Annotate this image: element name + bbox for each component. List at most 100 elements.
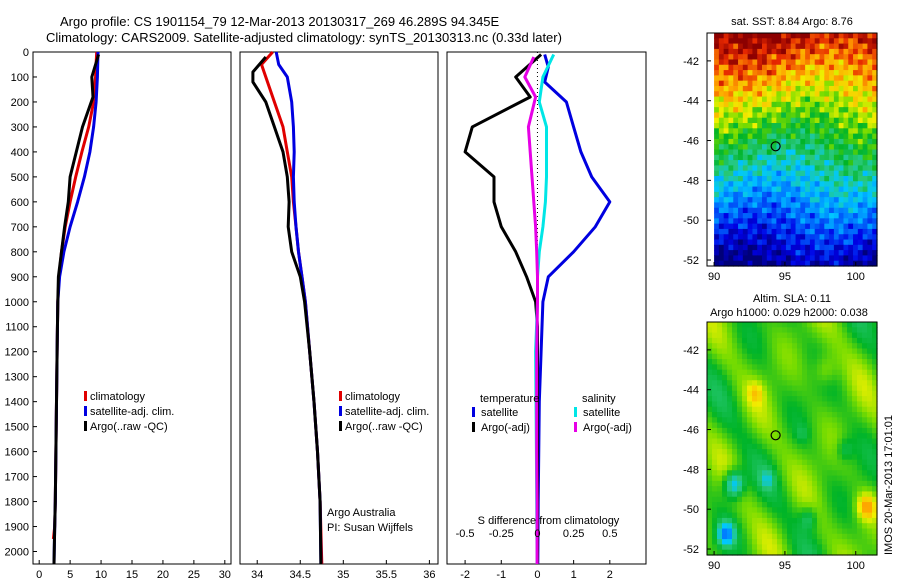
heatmap-cell: [814, 70, 821, 76]
heatmap-cell: [782, 343, 788, 350]
heatmap-cell: [843, 33, 849, 39]
heatmap-cell: [785, 202, 792, 209]
heatmap-cell: [802, 359, 808, 365]
heatmap-cell: [717, 385, 723, 392]
heatmap-cell: [805, 33, 811, 39]
heatmap-cell: [837, 322, 843, 328]
heatmap-cell: [742, 255, 749, 262]
heatmap-cell: [747, 369, 753, 376]
heatmap-cell: [792, 417, 798, 424]
heatmap-cell: [727, 528, 733, 535]
heatmap-cell: [837, 412, 843, 418]
heatmap-cell: [812, 417, 818, 424]
heatmap-cell: [752, 417, 758, 424]
heatmap-cell: [790, 160, 797, 166]
heatmap-cell: [843, 80, 849, 87]
heatmap-cell: [872, 64, 878, 71]
heatmap-cell: [862, 38, 869, 45]
heatmap-cell: [785, 213, 792, 219]
heatmap-cell: [832, 417, 838, 424]
heatmap-cell: [723, 112, 730, 119]
heatmap-cell: [812, 359, 818, 365]
heatmap-cell: [772, 528, 778, 535]
heatmap-cell: [867, 433, 873, 440]
heatmap-cell: [829, 191, 835, 198]
heatmap-cell: [707, 512, 713, 519]
heatmap-cell: [852, 427, 858, 434]
heatmap-cell: [847, 470, 853, 477]
heatmap-cell: [790, 186, 797, 193]
heatmap-cell: [797, 364, 803, 371]
heatmap-cell: [752, 480, 758, 487]
heatmap-cell: [809, 33, 816, 39]
heatmap-cell: [867, 149, 873, 156]
heatmap-cell: [723, 160, 730, 166]
heatmap-cell: [872, 390, 878, 397]
heatmap-cell: [732, 533, 738, 540]
watermark: IMOS 20-Mar-2013 17:01:01: [883, 415, 895, 555]
heatmap-cell: [747, 91, 754, 98]
heatmap-cell: [757, 138, 763, 145]
heatmap-cell: [792, 322, 798, 328]
heatmap-cell: [781, 218, 787, 225]
heatmap-cell: [809, 213, 816, 219]
heatmap-cell: [824, 244, 830, 251]
heatmap-cell: [867, 207, 873, 214]
heatmap-cell: [872, 549, 878, 556]
heatmap-cell: [722, 390, 728, 397]
heatmap-cell: [827, 544, 833, 551]
heatmap-cell: [817, 523, 823, 530]
heatmap-cell: [785, 191, 792, 198]
heatmap-cell: [832, 438, 838, 445]
heatmap-cell: [857, 33, 864, 39]
heatmap-cell: [867, 70, 873, 76]
heatmap-cell: [853, 181, 859, 188]
heatmap-cell: [776, 91, 782, 98]
heatmap-cell: [787, 443, 793, 450]
heatmap-cell: [757, 260, 763, 267]
heatmap-cell: [776, 96, 782, 103]
heatmap-cell: [847, 480, 853, 487]
heatmap-cell: [727, 322, 733, 328]
heatmap-cell: [795, 144, 801, 151]
heatmap-cell: [847, 369, 853, 376]
heatmap-cell: [837, 337, 843, 344]
heatmap-cell: [707, 380, 713, 387]
heatmap-cell: [814, 85, 821, 92]
heatmap-cell: [838, 260, 845, 267]
heatmap-cell: [747, 234, 754, 241]
heatmap-cell: [843, 75, 849, 82]
heatmap-cell: [832, 353, 838, 360]
heatmap-cell: [757, 385, 763, 392]
heatmap-cell: [738, 170, 744, 177]
heatmap-cell: [707, 480, 713, 487]
heatmap-cell: [852, 380, 858, 387]
heatmap-cell: [714, 107, 720, 114]
heatmap-cell: [795, 218, 801, 225]
heatmap-cell: [795, 207, 801, 214]
heatmap-cell: [807, 422, 813, 429]
heatmap-cell: [722, 480, 728, 487]
heatmap-cell: [819, 128, 825, 135]
heatmap-cell: [848, 80, 854, 87]
heatmap-cell: [752, 260, 758, 267]
heatmap-cell: [742, 496, 748, 503]
heatmap-cell: [727, 343, 733, 350]
heatmap-cell: [707, 549, 713, 556]
heatmap-cell: [712, 517, 718, 524]
heatmap-cell: [747, 107, 754, 114]
heatmap-cell: [872, 260, 878, 267]
heatmap-cell: [827, 433, 833, 440]
heatmap-cell: [862, 175, 869, 182]
heatmap-cell: [848, 112, 854, 119]
heatmap-cell: [838, 255, 845, 262]
heatmap-cell: [707, 406, 713, 413]
heatmap-cell: [722, 491, 728, 498]
heatmap-cell: [792, 502, 798, 508]
heatmap-cell: [787, 459, 793, 466]
heatmap-cell: [723, 138, 730, 145]
heatmap-cell: [782, 332, 788, 339]
heatmap-cell: [872, 528, 878, 535]
heatmap-cell: [718, 149, 725, 156]
heatmap-cell: [852, 507, 858, 514]
